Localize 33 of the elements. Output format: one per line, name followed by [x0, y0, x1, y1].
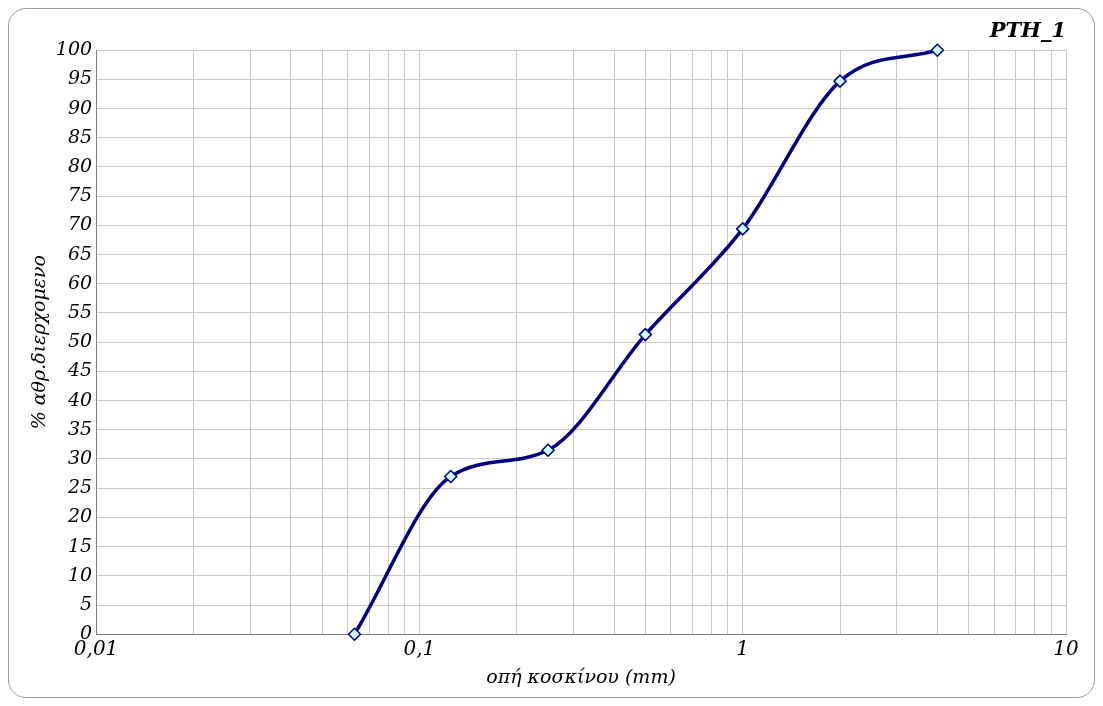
- y-tick-label: 10: [67, 562, 93, 585]
- point: [443, 469, 458, 484]
- y-tick-label: 65: [67, 241, 93, 264]
- y-tick-label: 25: [66, 475, 93, 498]
- point: [541, 443, 555, 457]
- y-tick-label: 100: [55, 37, 93, 60]
- y-tick-label: 45: [66, 358, 93, 381]
- y-tick-label: 15: [67, 533, 93, 556]
- y-axis-title: % αθρ.διερχομενο: [27, 255, 50, 430]
- point: [930, 43, 945, 57]
- x-tick-label: 1: [736, 636, 750, 661]
- y-tick-label: 90: [67, 95, 93, 118]
- x-axis-title: οπή κοσκίνου (mm): [486, 664, 676, 687]
- y-tick-label: 35: [67, 416, 93, 439]
- chart-title: PTH_1: [988, 17, 1066, 43]
- point: [735, 222, 750, 236]
- y-tick-label: 75: [67, 183, 93, 206]
- y-tick-label: 5: [79, 591, 93, 614]
- y-tick-label: 20: [66, 504, 93, 527]
- point: [833, 74, 847, 88]
- x-tick-label: 10: [1053, 636, 1079, 661]
- x-tick-label: 0,1: [403, 636, 436, 661]
- point: [347, 627, 362, 641]
- y-tick-label: 70: [67, 212, 93, 235]
- y-tick-label: 60: [67, 270, 93, 293]
- y-tick-label: 85: [67, 124, 93, 147]
- y-tick-label: 40: [66, 387, 93, 410]
- y-tick-label: 55: [67, 299, 93, 322]
- y-tick-label: 30: [67, 445, 93, 468]
- point: [638, 327, 653, 342]
- y-tick-label: 50: [67, 329, 93, 352]
- y-tick-label: 80: [67, 153, 93, 176]
- y-tick-label: 95: [67, 66, 93, 89]
